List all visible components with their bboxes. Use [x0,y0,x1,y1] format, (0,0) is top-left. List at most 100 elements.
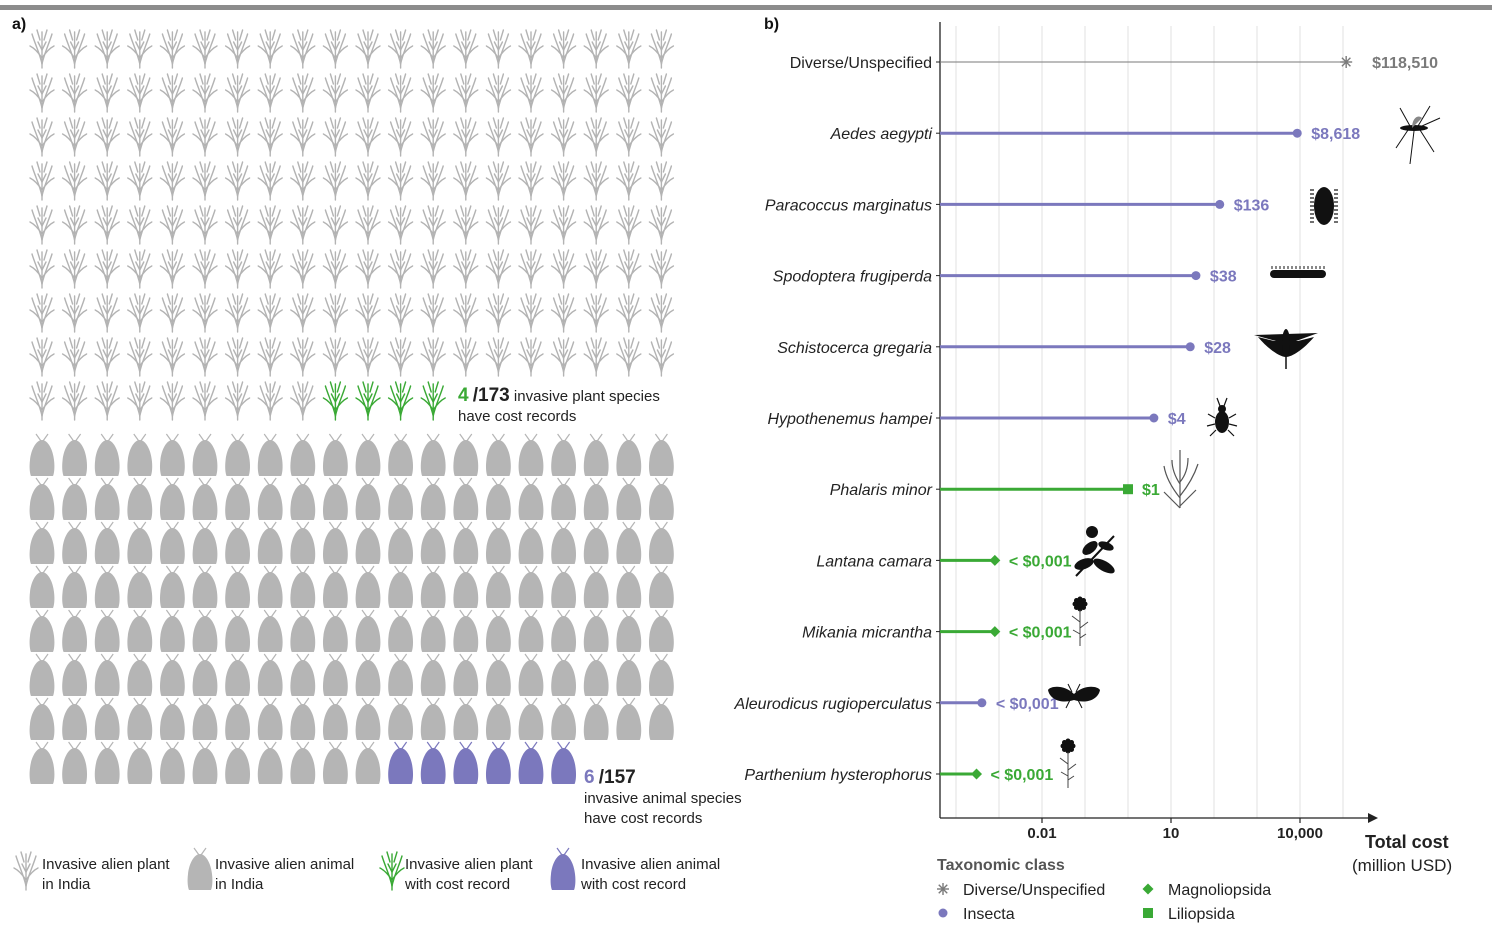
moth-icon [485,477,511,520]
species-label: Lantana camara [816,553,932,570]
value-label: $1 [1142,482,1160,499]
moth-icon [420,477,446,520]
moth-icon [257,741,283,784]
moth-icon [551,609,577,652]
value-label: < $0,001 [996,696,1059,713]
lollipop-marker [989,554,1001,566]
plant-icon [127,205,153,245]
species-label: Parthenium hysterophorus [744,767,932,784]
moth-icon [322,477,348,520]
moth-icon [355,741,381,784]
moth-icon [257,653,283,696]
plant-icon [583,29,609,69]
plant-icon [485,337,512,377]
lollipop-marker [1340,56,1353,68]
moth-icon [225,653,251,696]
plant-icon [159,117,186,157]
plant-icon [257,293,283,333]
plant-icon [648,117,675,157]
legend-a-item-3-line1: Invasive alien plant [405,856,533,873]
plant-icon [322,117,349,157]
value-label: $118,510 [1372,55,1438,72]
moth-icon [94,477,120,520]
moth-icon [485,697,511,740]
plant-icon [94,161,120,201]
moth-icon [127,433,153,476]
plant-icon [355,29,381,69]
moth-icon [127,741,153,784]
moth-icon [583,433,609,476]
moth-icon [257,477,283,520]
plant-icon [550,29,577,69]
moth-icon [518,433,544,476]
moth-icon [29,741,55,784]
plant-icon [453,73,479,113]
moth-icon [355,433,381,476]
plant-icon [257,205,283,245]
moth-icon [290,653,316,696]
moth-icon [159,521,185,564]
moth-icon [355,653,381,696]
plant-icon [61,161,88,201]
flower-icon [1059,738,1077,788]
moth-icon [159,565,185,608]
moth-icon [388,565,414,608]
animal-stat: 6 /157 invasive animal species have cost… [584,768,742,829]
moth-icon [616,521,642,564]
moth-icon [192,697,218,740]
moth-icon [257,433,283,476]
moth-icon [290,609,316,652]
plant-icon [355,337,381,377]
moth-icon [616,609,642,652]
moth-icon [388,697,414,740]
plant-icon [159,29,186,69]
plant-icon [453,249,479,289]
moth-icon [192,741,218,784]
plant-icon [485,29,512,69]
moth-icon [94,521,120,564]
moth-icon [453,697,479,740]
moth-icon [225,477,251,520]
legend-label: Liliopsida [1168,906,1235,923]
moth-icon [648,697,674,740]
plant-icon [224,117,251,157]
plant-icon [648,205,675,245]
plant-icon [355,249,381,289]
x-axis-arrow [1368,813,1378,823]
plant-icon [192,117,218,157]
moth-icon [550,847,576,890]
moth-icon [616,697,642,740]
moth-icon [583,697,609,740]
lollipop-marker [989,626,1001,638]
moth-icon [192,609,218,652]
species-label: Diverse/Unspecified [790,55,932,72]
moth-icon [127,477,153,520]
moth-icon [159,697,185,740]
x-tick-label: 10 [1163,825,1180,842]
moth-icon [257,565,283,608]
plant-icon [322,337,349,377]
moth-icon [355,521,381,564]
plant-icon [224,337,251,377]
flower-icon [1071,596,1089,646]
moth-icon [485,653,511,696]
moth-icon [94,741,120,784]
value-label: $38 [1210,269,1237,286]
moth-icon [420,521,446,564]
plant-icon [159,249,186,289]
moth-icon [485,433,511,476]
moth-icon [453,609,479,652]
plant-icon [453,293,479,333]
moth-icon [322,653,348,696]
plant-icon [322,381,349,421]
moth-icon [485,565,511,608]
plant-icon [192,73,218,113]
moth-icon [94,697,120,740]
moth-icon [388,609,414,652]
moth-icon [322,697,348,740]
moth-icon [420,653,446,696]
moth-icon [159,653,185,696]
moth-icon [355,697,381,740]
species-label: Mikania micrantha [802,625,932,642]
moth-icon [257,521,283,564]
